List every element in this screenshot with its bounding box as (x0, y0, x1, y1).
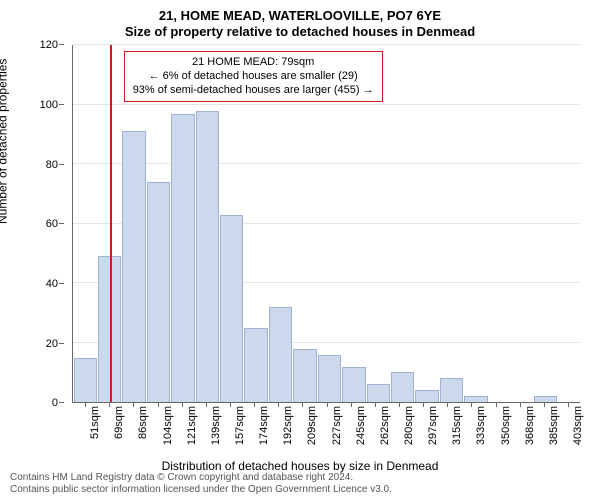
x-tick-label: 51sqm (89, 406, 101, 439)
annotation-line-3: 93% of semi-detached houses are larger (… (133, 84, 374, 98)
x-tick-mark (182, 402, 183, 407)
y-tick-label: 60 (46, 218, 58, 230)
x-tick-label: 209sqm (306, 406, 318, 445)
x-axis-ticks: 51sqm 69sqm 86sqm 104sqm 121sqm 139sqm 157sqm 1… (73, 402, 580, 462)
y-tick-mark (59, 223, 64, 224)
y-tick-mark (59, 104, 64, 105)
x-tick-label: 403sqm (572, 406, 584, 445)
x-tick-label: 385sqm (548, 406, 560, 445)
x-tick-mark (399, 402, 400, 407)
plot-area: Number of detached properties 0204060801… (72, 45, 580, 403)
y-tick-label: 40 (46, 278, 58, 290)
histogram-bar (342, 367, 365, 403)
y-tick-label: 0 (52, 397, 58, 409)
x-tick-mark (109, 402, 110, 407)
reference-marker-line (110, 45, 112, 402)
histogram-bar (367, 384, 390, 402)
x-tick-mark (254, 402, 255, 407)
histogram-bar (440, 378, 463, 402)
y-tick-mark (59, 44, 64, 45)
x-tick-mark (520, 402, 521, 407)
y-tick-mark (59, 164, 64, 165)
histogram-bar (74, 358, 97, 403)
x-tick-label: 245sqm (355, 406, 367, 445)
histogram-bar (244, 328, 267, 402)
annotation-box: 21 HOME MEAD: 79sqm ← 6% of detached hou… (124, 51, 383, 102)
histogram-bar (415, 390, 438, 402)
histogram-bar (220, 215, 243, 402)
x-tick-mark (206, 402, 207, 407)
x-tick-label: 368sqm (524, 406, 536, 445)
x-tick-label: 192sqm (282, 406, 294, 445)
annotation-line-2: ← 6% of detached houses are smaller (29) (133, 70, 374, 84)
histogram-bar (391, 372, 414, 402)
histogram-plot: 21 HOME MEAD: 79sqm ← 6% of detached hou… (72, 45, 580, 403)
y-tick-mark (59, 343, 64, 344)
y-tick-label: 100 (40, 99, 58, 111)
histogram-bar (122, 131, 145, 402)
x-tick-mark (158, 402, 159, 407)
y-tick-label: 120 (40, 39, 58, 51)
x-tick-mark (375, 402, 376, 407)
x-tick-label: 157sqm (234, 406, 246, 445)
x-tick-mark (230, 402, 231, 407)
x-tick-label: 262sqm (379, 406, 391, 445)
x-tick-label: 280sqm (403, 406, 415, 445)
histogram-bar (171, 114, 194, 403)
x-tick-mark (568, 402, 569, 407)
chart-subtitle: Size of property relative to detached ho… (10, 24, 590, 40)
x-tick-mark (423, 402, 424, 407)
y-axis-label: Number of detached properties (0, 59, 9, 224)
x-tick-mark (471, 402, 472, 407)
attribution-footer: Contains HM Land Registry data © Crown c… (10, 472, 392, 496)
y-tick-mark (59, 402, 64, 403)
x-tick-mark (351, 402, 352, 407)
chart-title: 21, HOME MEAD, WATERLOOVILLE, PO7 6YE (10, 8, 590, 24)
x-tick-mark (544, 402, 545, 407)
y-tick-label: 80 (46, 159, 58, 171)
x-tick-mark (85, 402, 86, 407)
x-tick-label: 333sqm (475, 406, 487, 445)
histogram-bar (196, 111, 219, 403)
x-tick-label: 69sqm (113, 406, 125, 439)
x-tick-mark (302, 402, 303, 407)
y-tick-label: 20 (46, 338, 58, 350)
x-tick-label: 104sqm (162, 406, 174, 445)
footer-line-1: Contains HM Land Registry data © Crown c… (10, 472, 392, 484)
x-tick-label: 174sqm (258, 406, 270, 445)
chart-container: 21, HOME MEAD, WATERLOOVILLE, PO7 6YE Si… (0, 0, 600, 500)
y-tick-mark (59, 283, 64, 284)
footer-line-2: Contains public sector information licen… (10, 484, 392, 496)
x-tick-label: 315sqm (451, 406, 463, 445)
histogram-bar (147, 182, 170, 402)
x-tick-mark (447, 402, 448, 407)
x-tick-label: 297sqm (427, 406, 439, 445)
annotation-line-1: 21 HOME MEAD: 79sqm (133, 56, 374, 70)
x-tick-label: 86sqm (137, 406, 149, 439)
x-tick-mark (327, 402, 328, 407)
histogram-bar (269, 307, 292, 402)
histogram-bar (293, 349, 316, 403)
x-tick-mark (133, 402, 134, 407)
x-tick-mark (278, 402, 279, 407)
x-tick-label: 139sqm (210, 406, 222, 445)
x-tick-label: 121sqm (186, 406, 198, 445)
histogram-bar (318, 355, 341, 403)
x-tick-label: 227sqm (331, 406, 343, 445)
x-tick-label: 350sqm (500, 406, 512, 445)
x-tick-mark (496, 402, 497, 407)
